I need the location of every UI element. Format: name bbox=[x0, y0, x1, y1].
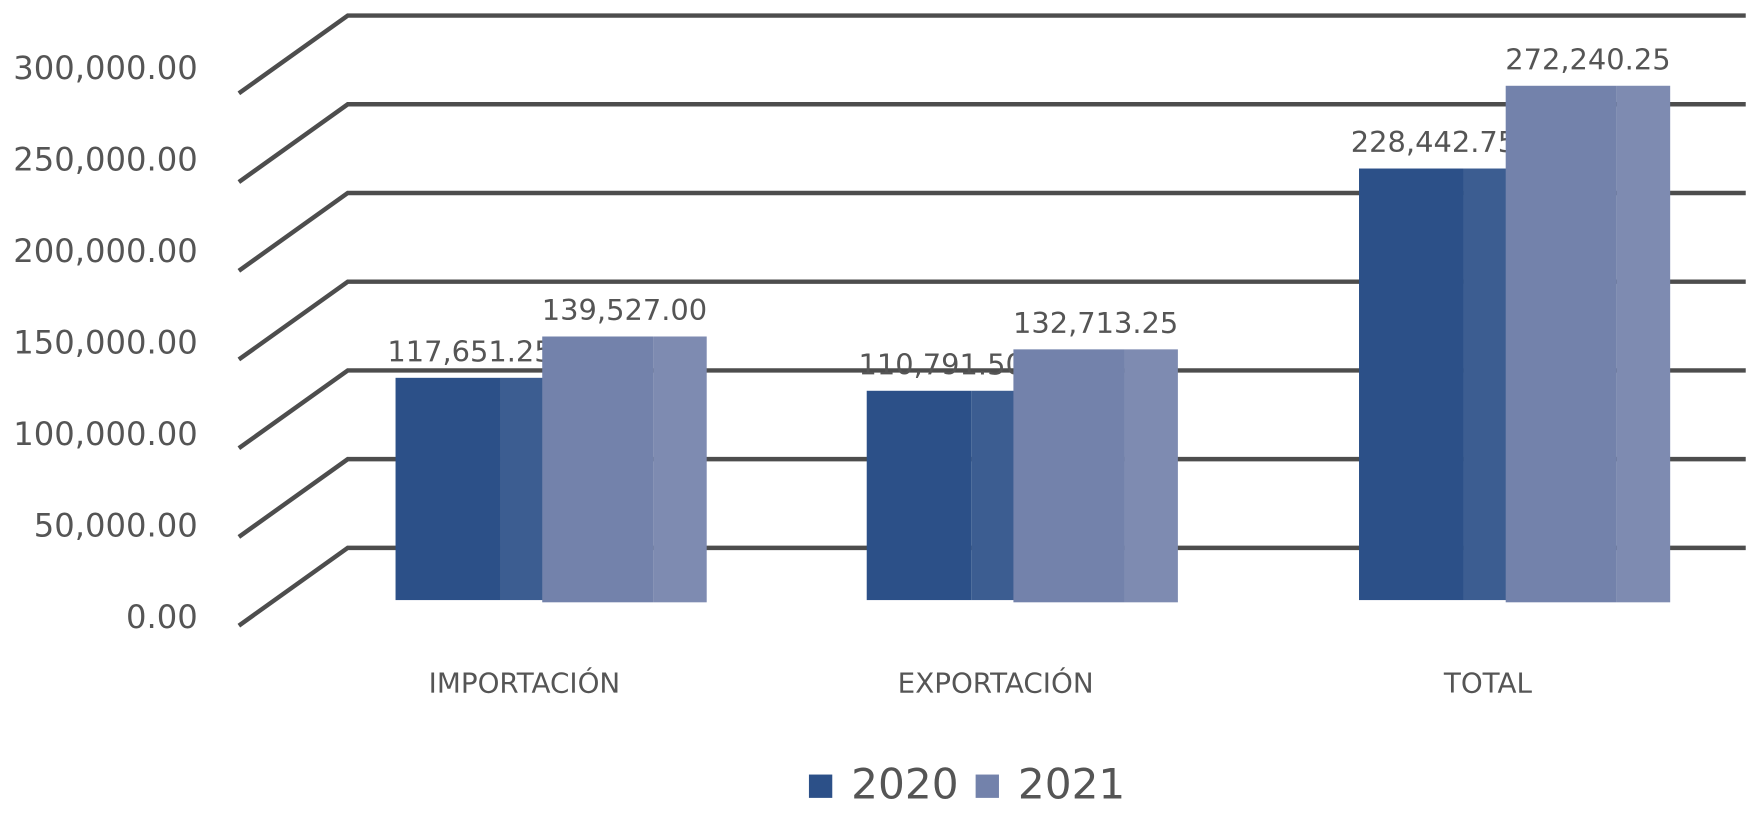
bar-side bbox=[1463, 168, 1508, 601]
bar-front bbox=[542, 336, 654, 603]
data-label: 110,791.50 bbox=[859, 347, 1024, 381]
legend-swatch bbox=[975, 774, 999, 798]
y-tick-label: 250,000.00 bbox=[13, 141, 197, 179]
bar-side-shade bbox=[1463, 168, 1508, 601]
legend-label: 2021 bbox=[1018, 759, 1125, 808]
bar-side bbox=[1124, 349, 1178, 603]
data-label: 117,651.25 bbox=[387, 334, 552, 368]
bar-side-shade bbox=[653, 336, 707, 603]
x-tick-label: IMPORTACIÓN bbox=[429, 666, 621, 700]
grid-line bbox=[237, 456, 1746, 539]
y-tick-label: 50,000.00 bbox=[34, 506, 198, 544]
bar-side-shade bbox=[500, 377, 545, 601]
bar-side bbox=[971, 390, 1016, 601]
y-tick-label: 200,000.00 bbox=[13, 232, 197, 270]
bar-front bbox=[1359, 168, 1464, 601]
bar-side-shade bbox=[1616, 85, 1671, 603]
data-label: 139,527.00 bbox=[542, 293, 707, 327]
grid-line bbox=[237, 102, 1746, 184]
x-tick-label: EXPORTACIÓN bbox=[898, 666, 1094, 700]
data-label: 228,442.75 bbox=[1351, 125, 1516, 159]
data-label: 132,713.25 bbox=[1013, 306, 1178, 340]
y-tick-label: 0.00 bbox=[126, 598, 198, 636]
grid-line bbox=[237, 190, 1746, 273]
y-tick-label: 100,000.00 bbox=[13, 415, 197, 453]
grid-line bbox=[237, 368, 1746, 451]
bar-side bbox=[500, 377, 545, 601]
grid-line bbox=[237, 13, 1746, 96]
bar-side bbox=[653, 336, 707, 603]
bar-side-shade bbox=[1124, 349, 1178, 603]
y-tick-label: 150,000.00 bbox=[13, 323, 197, 361]
bar-front bbox=[866, 390, 972, 601]
legend-swatch bbox=[808, 774, 833, 798]
legend-label: 2020 bbox=[851, 759, 958, 808]
bar-front bbox=[1505, 85, 1617, 603]
bar-side-shade bbox=[971, 390, 1016, 601]
grid-line bbox=[237, 279, 1746, 362]
y-tick-label: 300,000.00 bbox=[13, 49, 197, 87]
data-label: 272,240.25 bbox=[1505, 42, 1670, 76]
grid-line bbox=[237, 545, 1746, 628]
bar-front bbox=[1013, 349, 1125, 603]
bar-front bbox=[395, 377, 501, 601]
x-tick-label: TOTAL bbox=[1443, 667, 1533, 700]
bar-side bbox=[1616, 85, 1671, 603]
